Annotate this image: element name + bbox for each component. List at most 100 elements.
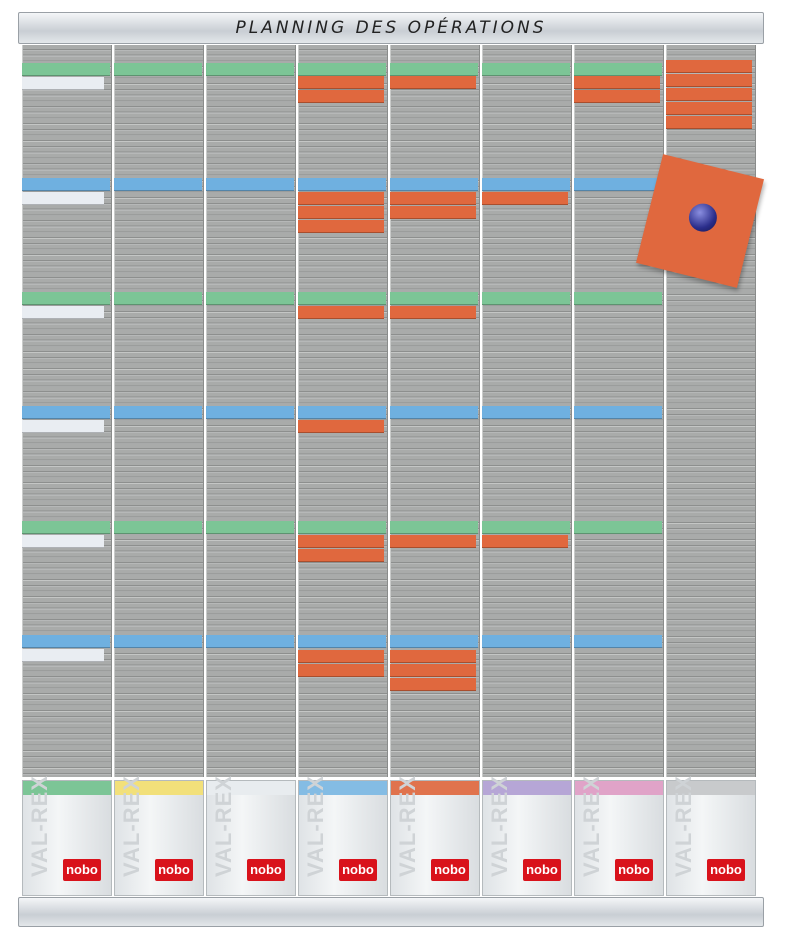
brand-logo: nobo	[615, 859, 653, 881]
card-dispenser: VAL-REX nobo	[22, 775, 112, 896]
task-card	[666, 102, 752, 115]
task-card	[298, 206, 384, 219]
divider-card	[298, 292, 386, 305]
divider-card	[390, 178, 478, 191]
divider-card	[482, 521, 570, 534]
board-title: PLANNING DES OPÉRATIONS	[235, 18, 547, 38]
blank-card	[22, 535, 104, 548]
task-card	[666, 116, 752, 129]
task-card	[298, 192, 384, 205]
divider-card	[574, 63, 662, 76]
divider-card	[22, 635, 110, 648]
task-card	[298, 306, 384, 319]
task-card	[390, 306, 476, 319]
divider-card	[206, 292, 294, 305]
dispenser-label: VAL-REX	[303, 775, 328, 877]
task-card	[298, 664, 384, 677]
brand-logo: nobo	[707, 859, 745, 881]
divider-card	[574, 178, 662, 191]
dispenser-label: VAL-REX	[119, 775, 144, 877]
brand-logo: nobo	[431, 859, 469, 881]
bottom-rail	[18, 897, 764, 927]
task-card	[298, 90, 384, 103]
brand-logo: nobo	[339, 859, 377, 881]
divider-card	[390, 406, 478, 419]
task-card	[482, 535, 568, 548]
task-card	[298, 220, 384, 233]
brand-logo: nobo	[155, 859, 193, 881]
card-dispenser: VAL-REX nobo	[666, 775, 756, 896]
dispenser-tab	[391, 781, 479, 795]
task-card	[390, 192, 476, 205]
blank-card	[22, 649, 104, 662]
task-card	[666, 74, 752, 87]
divider-card	[574, 635, 662, 648]
card-dispenser: VAL-REX nobo	[206, 775, 296, 896]
blank-card	[22, 306, 104, 319]
dispenser-label: VAL-REX	[395, 775, 420, 877]
divider-card	[482, 63, 570, 76]
blank-card	[22, 77, 104, 90]
divider-card	[390, 521, 478, 534]
divider-card	[482, 292, 570, 305]
task-card	[390, 206, 476, 219]
dispenser-label: VAL-REX	[579, 775, 604, 877]
divider-card	[206, 178, 294, 191]
divider-card	[390, 635, 478, 648]
divider-card	[22, 292, 110, 305]
divider-card	[22, 521, 110, 534]
divider-card	[298, 521, 386, 534]
dispenser-tab	[115, 781, 203, 795]
divider-card	[22, 63, 110, 76]
divider-card	[206, 406, 294, 419]
dispenser-tab	[299, 781, 387, 795]
divider-card	[114, 63, 202, 76]
blank-card	[22, 192, 104, 205]
divider-card	[574, 406, 662, 419]
dispenser-tab	[575, 781, 663, 795]
dispenser-label: VAL-REX	[487, 775, 512, 877]
divider-card	[114, 521, 202, 534]
task-card	[390, 678, 476, 691]
task-card	[298, 650, 384, 663]
divider-card	[298, 635, 386, 648]
divider-card	[298, 178, 386, 191]
task-card	[390, 76, 476, 89]
divider-card	[114, 635, 202, 648]
divider-card	[482, 635, 570, 648]
divider-card	[298, 406, 386, 419]
task-card	[574, 90, 660, 103]
task-card	[666, 88, 752, 101]
task-card	[666, 60, 752, 73]
task-card	[390, 650, 476, 663]
task-card	[482, 192, 568, 205]
dispenser-label: VAL-REX	[671, 775, 696, 877]
divider-card	[206, 521, 294, 534]
dispenser-label: VAL-REX	[27, 775, 52, 877]
dispenser-tab	[667, 781, 755, 795]
dispenser-tab	[207, 781, 295, 795]
dispenser-tab	[483, 781, 571, 795]
brand-logo: nobo	[523, 859, 561, 881]
task-card	[298, 76, 384, 89]
divider-card	[114, 406, 202, 419]
task-card	[574, 76, 660, 89]
divider-card	[482, 406, 570, 419]
divider-card	[114, 292, 202, 305]
card-dispenser: VAL-REX nobo	[574, 775, 664, 896]
divider-card	[298, 63, 386, 76]
card-dispenser: VAL-REX nobo	[298, 775, 388, 896]
dispenser-tab	[23, 781, 111, 795]
slot-column	[666, 45, 756, 777]
card-dispenser: VAL-REX nobo	[482, 775, 572, 896]
blank-card	[22, 420, 104, 433]
divider-card	[22, 406, 110, 419]
top-rail: PLANNING DES OPÉRATIONS	[18, 12, 764, 44]
divider-card	[574, 292, 662, 305]
divider-card	[206, 635, 294, 648]
card-dispenser: VAL-REX nobo	[390, 775, 480, 896]
task-card	[298, 420, 384, 433]
dispenser-label: VAL-REX	[211, 775, 236, 877]
task-card	[390, 535, 476, 548]
